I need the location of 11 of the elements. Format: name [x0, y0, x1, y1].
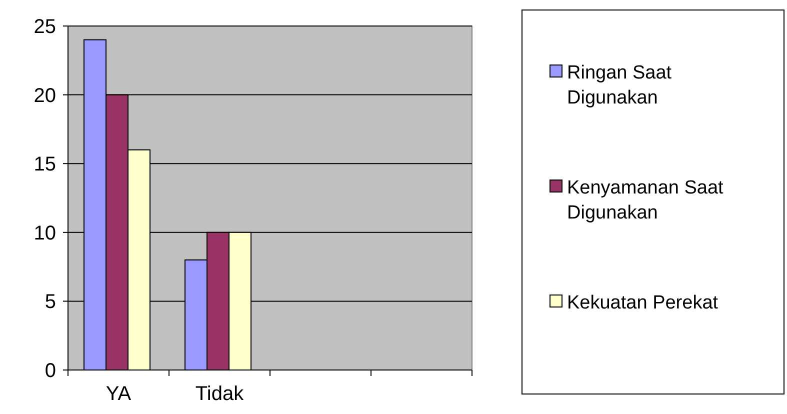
y-tick-label: 10	[34, 222, 56, 244]
x-tick-label: YA	[106, 383, 132, 405]
y-tick-label: 20	[34, 84, 56, 107]
y-tick-label: 15	[34, 154, 56, 176]
legend-label: Kenyamanan Saat Digunakan	[567, 178, 724, 224]
y-tick-label: 25	[34, 16, 56, 38]
legend-label: Ringan Saat Digunakan	[567, 62, 672, 108]
legend-label: Kekuatan Perekat	[567, 292, 719, 314]
y-tick-label: 5	[44, 291, 56, 314]
x-tick-label: Tidak	[195, 383, 245, 405]
y-tick-label: 0	[44, 360, 56, 382]
